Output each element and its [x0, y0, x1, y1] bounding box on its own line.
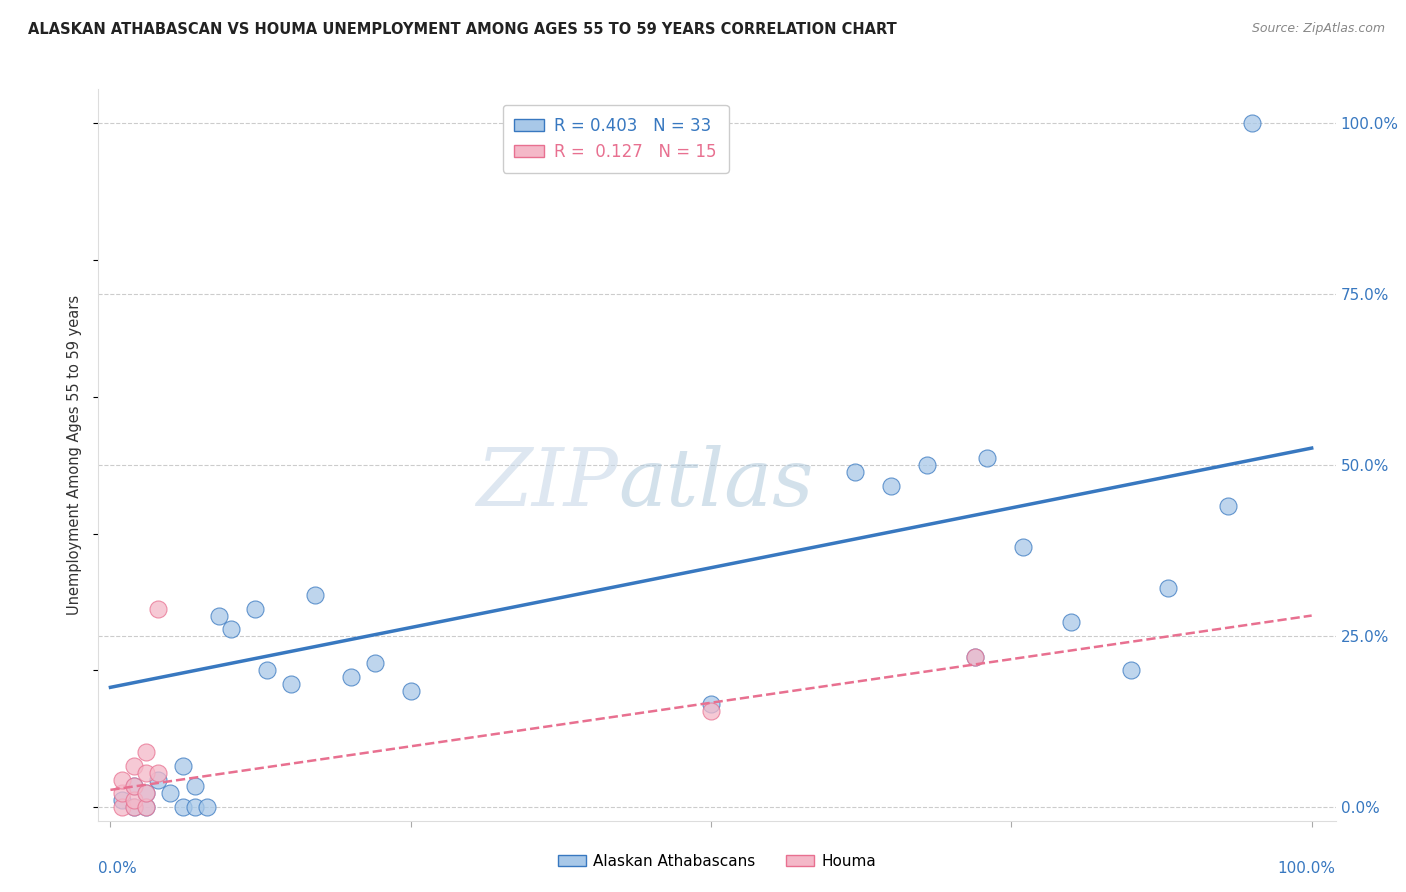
- Point: [111, 793, 134, 807]
- Point: [399, 683, 422, 698]
- Point: [111, 800, 134, 814]
- Point: [280, 677, 302, 691]
- Point: [976, 451, 998, 466]
- Point: [124, 800, 146, 814]
- Point: [124, 793, 146, 807]
- Point: [1216, 499, 1239, 513]
- Point: [256, 663, 278, 677]
- Point: [195, 800, 218, 814]
- Point: [1156, 581, 1178, 595]
- Point: [135, 800, 157, 814]
- Point: [304, 588, 326, 602]
- Point: [1240, 116, 1263, 130]
- Point: [148, 601, 170, 615]
- Point: [148, 765, 170, 780]
- Point: [183, 800, 205, 814]
- Point: [207, 608, 229, 623]
- Point: [135, 745, 157, 759]
- Point: [364, 657, 387, 671]
- Point: [844, 465, 866, 479]
- Point: [135, 800, 157, 814]
- Point: [124, 800, 146, 814]
- Text: atlas: atlas: [619, 445, 814, 523]
- Point: [148, 772, 170, 787]
- Point: [700, 704, 723, 718]
- Point: [124, 780, 146, 794]
- Text: 100.0%: 100.0%: [1278, 861, 1336, 876]
- Point: [183, 780, 205, 794]
- Y-axis label: Unemployment Among Ages 55 to 59 years: Unemployment Among Ages 55 to 59 years: [67, 295, 83, 615]
- Point: [700, 698, 723, 712]
- Point: [111, 786, 134, 800]
- Point: [172, 759, 194, 773]
- Point: [111, 772, 134, 787]
- Text: ALASKAN ATHABASCAN VS HOUMA UNEMPLOYMENT AMONG AGES 55 TO 59 YEARS CORRELATION C: ALASKAN ATHABASCAN VS HOUMA UNEMPLOYMENT…: [28, 22, 897, 37]
- Point: [1012, 540, 1035, 554]
- Point: [1060, 615, 1083, 630]
- Point: [880, 478, 903, 492]
- Point: [124, 759, 146, 773]
- Text: 0.0%: 0.0%: [98, 861, 138, 876]
- Point: [243, 601, 266, 615]
- Point: [339, 670, 361, 684]
- Point: [135, 786, 157, 800]
- Text: ZIP: ZIP: [477, 445, 619, 523]
- Point: [1121, 663, 1143, 677]
- Legend: Alaskan Athabascans, Houma: Alaskan Athabascans, Houma: [553, 848, 882, 875]
- Point: [124, 780, 146, 794]
- Point: [965, 649, 987, 664]
- Point: [172, 800, 194, 814]
- Point: [219, 622, 242, 636]
- Point: [965, 649, 987, 664]
- Point: [159, 786, 181, 800]
- Text: Source: ZipAtlas.com: Source: ZipAtlas.com: [1251, 22, 1385, 36]
- Point: [135, 786, 157, 800]
- Point: [917, 458, 939, 472]
- Point: [135, 765, 157, 780]
